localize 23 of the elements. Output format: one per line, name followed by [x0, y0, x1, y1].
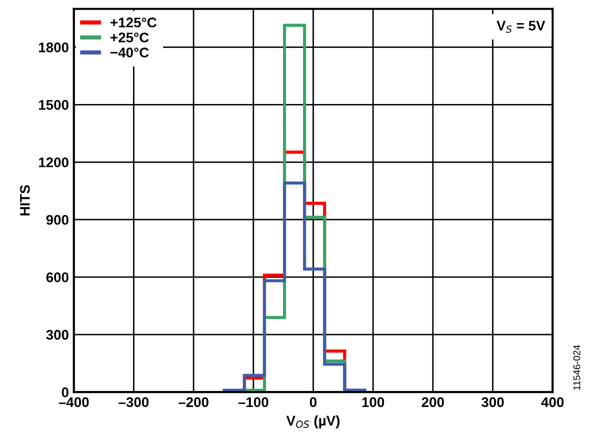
legend-label: +25°C [110, 32, 149, 42]
legend-label: −40°C [110, 48, 149, 58]
legend-label: +125°C [110, 18, 156, 28]
y-tick-label: 300 [46, 330, 68, 340]
x-tick-label: –200 [178, 397, 208, 408]
y-axis-title: HITS [20, 185, 30, 216]
y-tick-label: 900 [46, 214, 68, 225]
x-tick-label: –300 [118, 397, 149, 408]
x-tick-label: –100 [238, 397, 268, 408]
x-tick-label: 200 [422, 397, 444, 408]
y-tick-label: 1200 [38, 157, 68, 168]
x-tick-label: 0 [310, 397, 317, 408]
y-tick-label: 0 [62, 387, 68, 398]
x-tick-label: 100 [362, 397, 384, 408]
x-tick-label: 300 [481, 397, 504, 408]
text: 11546-024 [573, 345, 580, 390]
x-axis-title: V$_{OS}$ (µV) [286, 415, 340, 428]
annotation: V$_{S}$ = 5V [496, 20, 546, 33]
x-tick-label: 400 [541, 397, 564, 408]
y-tick-label: 1800 [38, 42, 68, 52]
y-tick-label: 1500 [38, 100, 68, 110]
y-tick-label: 600 [46, 272, 68, 282]
x-tick-label: –400 [58, 397, 89, 408]
